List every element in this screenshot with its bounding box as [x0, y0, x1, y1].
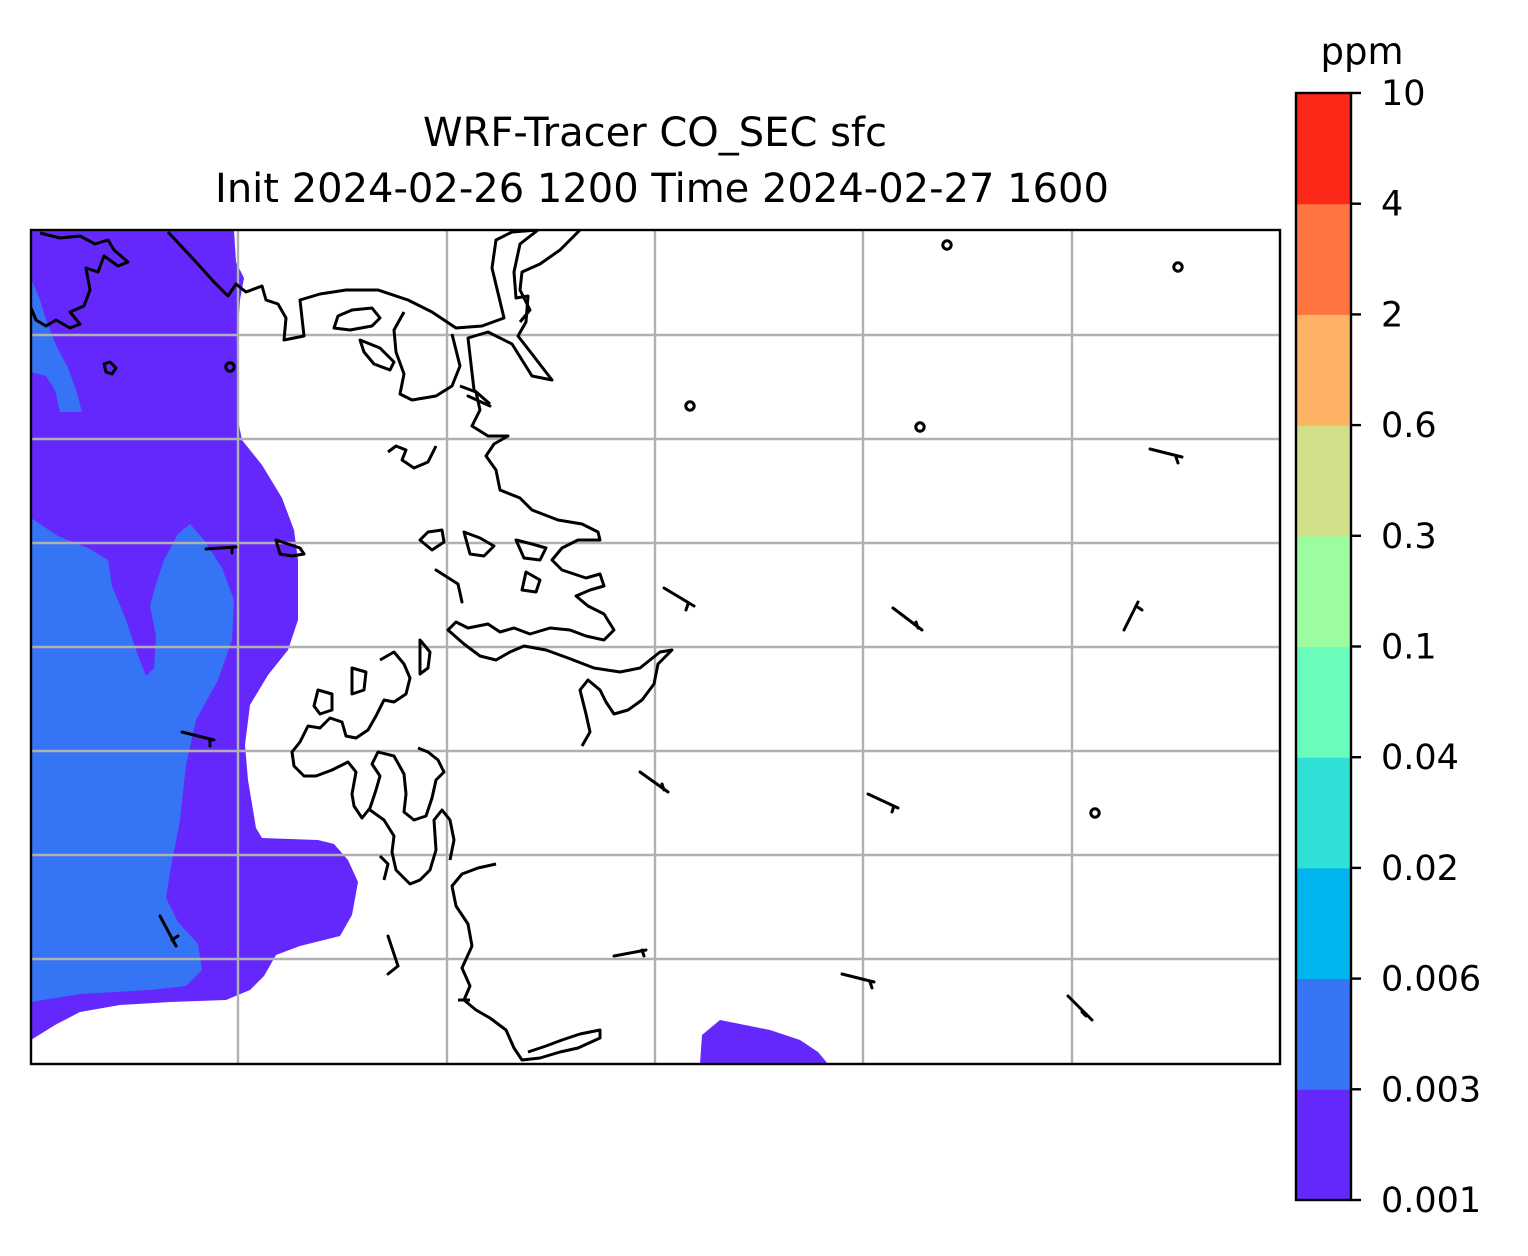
plot-title-line1: WRF-Tracer CO_SEC sfc [423, 110, 887, 156]
concentration-fill-0.003 [31, 278, 82, 412]
colorbar-band [1296, 646, 1351, 758]
plot-title-line2: Init 2024-02-26 1200 Time 2024-02-27 160… [215, 166, 1109, 212]
colorbar-band [1296, 314, 1351, 426]
colorbar-unit-label: ppm [1320, 30, 1403, 73]
colorbar-band [1296, 757, 1351, 869]
colorbar-band [1296, 1089, 1351, 1201]
wind-barb [1148, 447, 1184, 465]
wind-barb [638, 770, 670, 794]
colorbar-tick-label: 10 [1381, 74, 1426, 114]
wind-barb [612, 948, 648, 958]
coastlines [31, 230, 1184, 1062]
wind-barb [662, 586, 696, 612]
wind-barb [180, 730, 216, 748]
colorbar-band [1296, 535, 1351, 647]
wind-barb [158, 914, 180, 948]
colorbar-ticks: 0.001 0.003 0.006 0.02 0.04 0.1 0.3 0.6 2 4 10 [1351, 74, 1481, 1221]
concentration-fill-0.001-south [700, 1020, 828, 1064]
colorbar-band [1296, 978, 1351, 1090]
colorbar-tick-label: 0.6 [1381, 406, 1437, 446]
wind-barb [866, 792, 900, 814]
wind-barb [1066, 994, 1094, 1022]
wind-barb [840, 972, 876, 990]
colorbar-tick-label: 0.001 [1381, 1181, 1481, 1221]
colorbar-band [1296, 425, 1351, 537]
colorbar: 0.001 0.003 0.006 0.02 0.04 0.1 0.3 0.6 2 4 10 ppm [1294, 30, 1481, 1221]
colorbar-tick-label: 0.3 [1381, 517, 1437, 557]
colorbar-tick-label: 0.003 [1381, 1070, 1481, 1110]
colorbar-tick-label: 2 [1381, 295, 1403, 335]
wind-barbs [158, 394, 1184, 1022]
colorbar-tick-label: 0.02 [1381, 849, 1459, 889]
colorbar-bands [1296, 93, 1351, 1201]
colorbar-band [1296, 867, 1351, 980]
colorbar-tick-label: 0.1 [1381, 628, 1437, 668]
colorbar-tick-label: 0.04 [1381, 738, 1459, 778]
concentration-fill-0.003-west [31, 518, 234, 1002]
colorbar-band [1296, 93, 1351, 205]
wind-barb [204, 545, 238, 555]
wind-barb [891, 606, 924, 632]
map-panel [31, 230, 1280, 1064]
map-frame [29, 228, 1282, 1066]
colorbar-tick-label: 0.006 [1381, 960, 1481, 1000]
wind-barb [1122, 600, 1144, 632]
wind-barb [434, 568, 464, 604]
colorbar-tick-label: 4 [1381, 185, 1403, 225]
wind-barb [386, 934, 400, 976]
colorbar-band [1296, 203, 1351, 315]
gridlines [31, 230, 1280, 1064]
wind-barb [466, 394, 492, 408]
